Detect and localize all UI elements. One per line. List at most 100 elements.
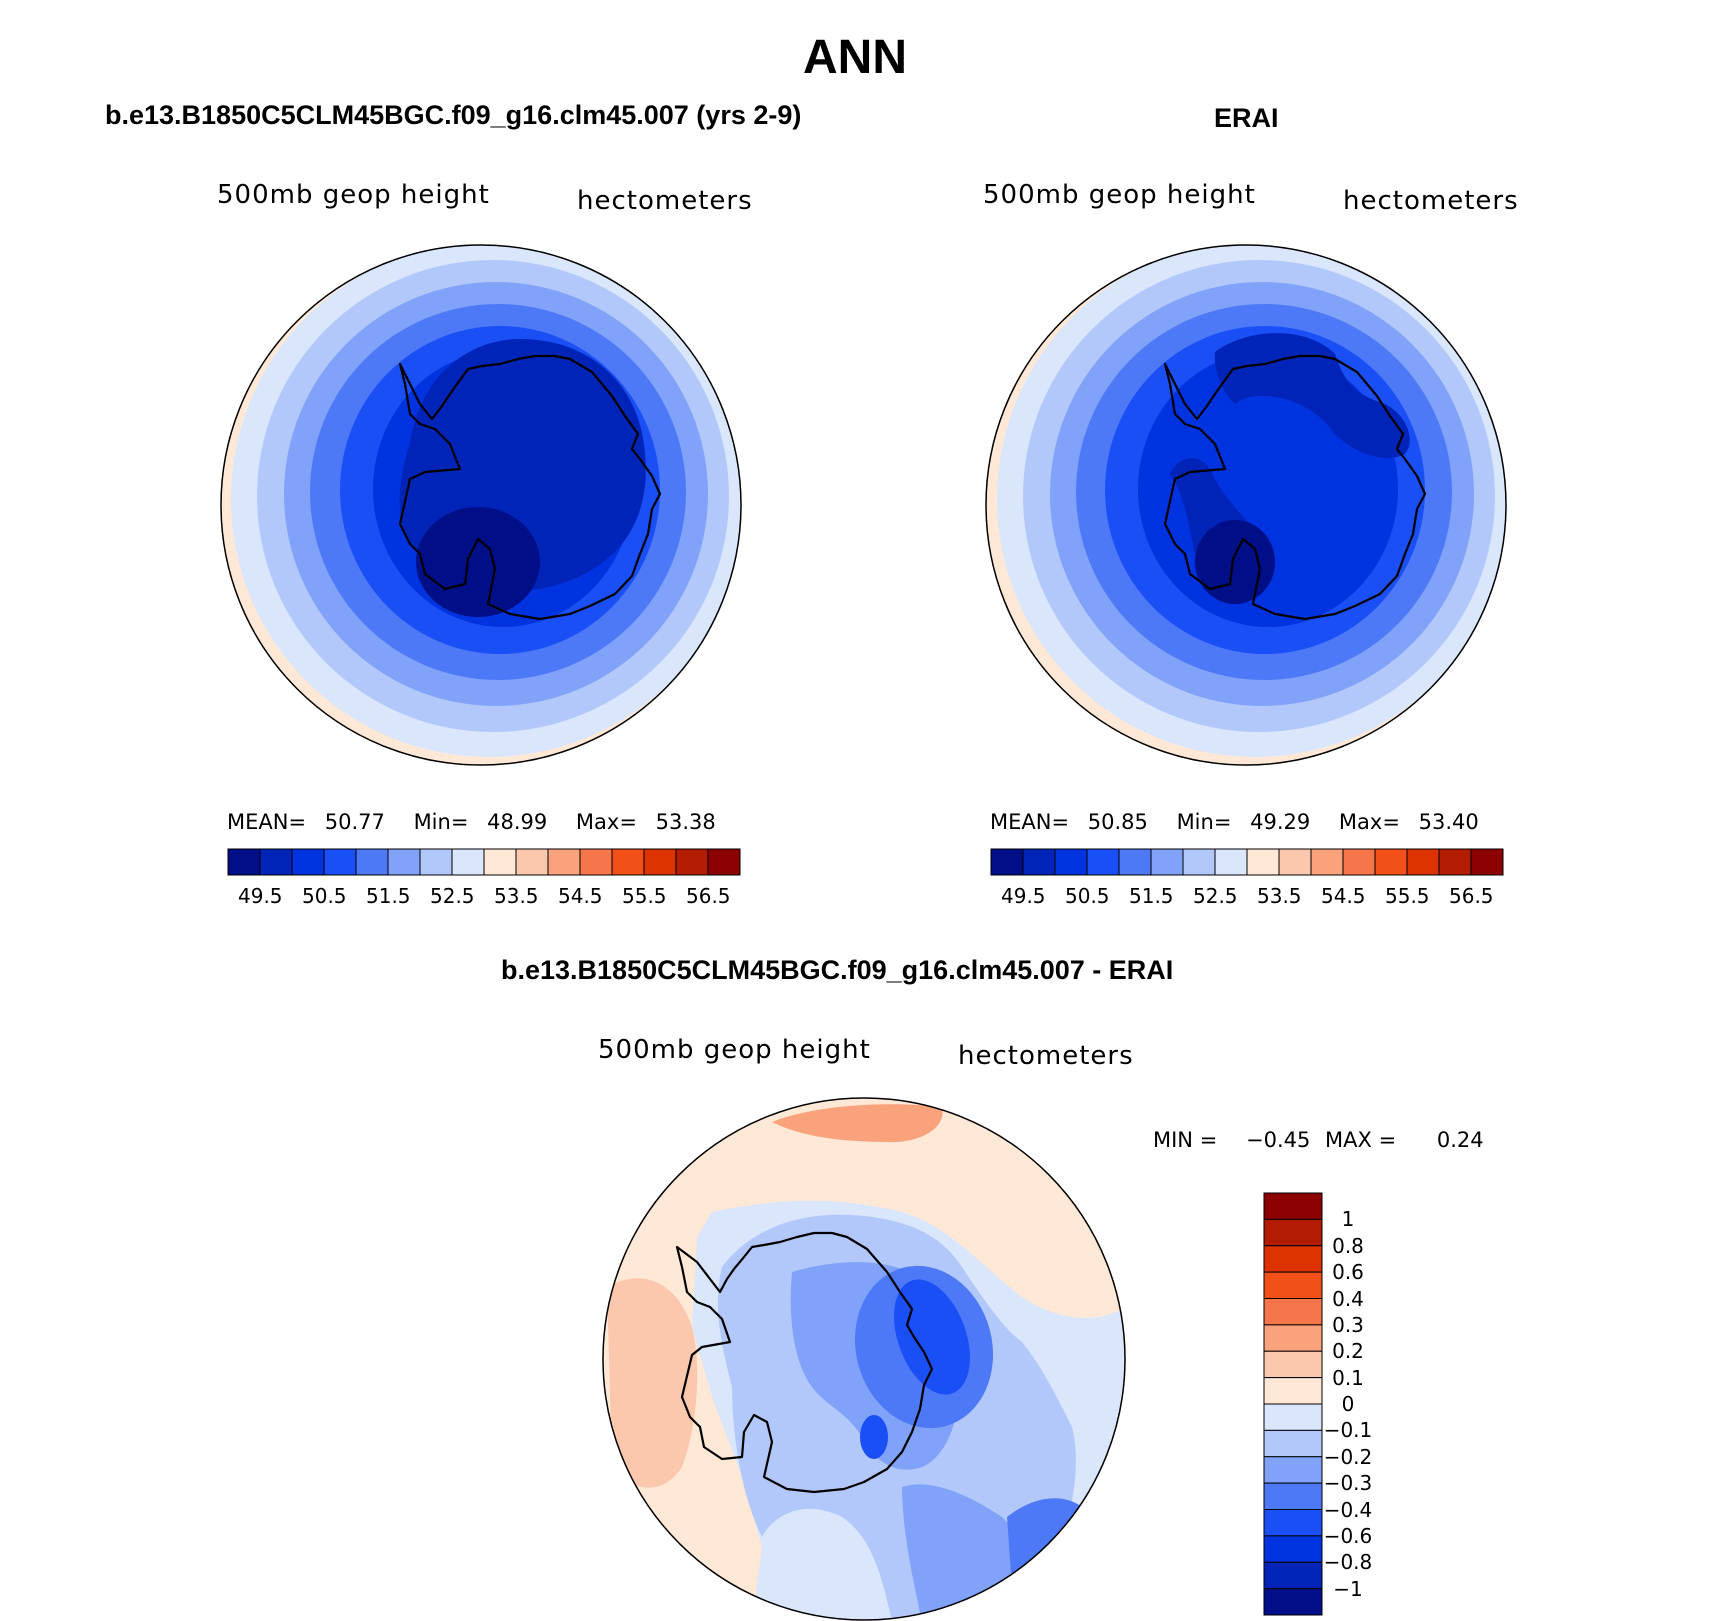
- colorbar-swatch: [1214, 848, 1248, 876]
- colorbar-tick-label: 55.5: [1385, 884, 1430, 908]
- diff-colorbar-swatch: [1263, 1509, 1323, 1537]
- antarctica-coastline-diff: [675, 1231, 934, 1494]
- diff-colorbar-tick-label: 0: [1341, 1392, 1355, 1416]
- colorbar-swatch: [1374, 848, 1408, 876]
- diff-colorbar-swatch: [1263, 1429, 1323, 1458]
- panel-1-max-label: Max=: [575, 810, 637, 834]
- diff-map: [602, 1097, 1126, 1621]
- panel-2-variable-label: 500mb geop height: [983, 180, 1256, 210]
- panel-2-colorbar-ticks: 49.5 50.5 51.5 52.5 53.5 54.5 55.5 56.5: [990, 884, 1504, 910]
- diff-colorbar: [1263, 1192, 1323, 1616]
- diff-colorbar-swatch: [1263, 1377, 1323, 1405]
- panel-2-min-value: 49.29: [1250, 810, 1311, 834]
- colorbar-tick-label: 56.5: [1449, 884, 1494, 908]
- colorbar-tick-label: 52.5: [430, 884, 475, 908]
- diff-min-label: MIN =: [1153, 1128, 1218, 1152]
- diff-colorbar-swatch: [1263, 1218, 1323, 1247]
- diff-colorbar-ticks: 1 0.8 0.6 0.4 0.3 0.2 0.1 0 −0.1 −0.2 −0.3 −0.4 −0.6…: [1318, 1192, 1398, 1616]
- colorbar-swatch: [1022, 848, 1056, 876]
- colorbar-swatch: [259, 848, 293, 876]
- colorbar-tick-label: 52.5: [1193, 884, 1238, 908]
- panel-1-min-value: 48.99: [487, 810, 548, 834]
- antarctica-coastline-1: [398, 354, 662, 621]
- diff-colorbar-tick-label: −0.2: [1323, 1444, 1373, 1469]
- diff-colorbar-tick-label: −0.6: [1323, 1523, 1373, 1548]
- colorbar-swatch: [323, 848, 357, 876]
- panel-2-min-label: Min=: [1176, 810, 1232, 834]
- diff-colorbar-tick-label: −0.1: [1323, 1418, 1373, 1443]
- diff-colorbar-swatch: [1263, 1324, 1323, 1352]
- panel-2-map: [985, 244, 1507, 766]
- colorbar-swatch: [291, 848, 325, 876]
- colorbar-tick-label: 53.5: [1257, 884, 1302, 908]
- diff-colorbar-swatch: [1263, 1535, 1323, 1563]
- colorbar-tick-label: 55.5: [622, 884, 667, 908]
- colorbar-swatch: [1182, 848, 1216, 876]
- diff-colorbar-swatch: [1263, 1482, 1323, 1510]
- panel-2-mean-value: 50.85: [1087, 810, 1148, 834]
- panel-1-units-label: hectometers: [577, 186, 753, 216]
- panel-1-stats: MEAN= 50.77 Min= 48.99 Max= 53.38: [227, 810, 716, 834]
- antarctica-coastline-2: [1163, 354, 1427, 621]
- colorbar-swatch: [990, 848, 1024, 876]
- diff-colorbar-swatch: [1263, 1271, 1323, 1299]
- diff-colorbar-tick-label: 0.3: [1332, 1312, 1364, 1337]
- colorbar-tick-label: 56.5: [686, 884, 731, 908]
- colorbar-swatch: [1150, 848, 1184, 876]
- diff-colorbar-tick-label: 0.4: [1332, 1286, 1364, 1311]
- colorbar-swatch: [1342, 848, 1376, 876]
- colorbar-tick-label: 54.5: [1321, 884, 1366, 908]
- diff-colorbar-swatch: [1263, 1192, 1323, 1220]
- colorbar-swatch: [1470, 848, 1504, 876]
- panel-2-title: ERAI: [1214, 103, 1279, 133]
- panel-1-min-label: Min=: [413, 810, 469, 834]
- colorbar-swatch: [483, 848, 517, 876]
- diff-units-label: hectometers: [958, 1041, 1134, 1071]
- colorbar-swatch: [1054, 848, 1088, 876]
- colorbar-swatch: [1246, 848, 1280, 876]
- panel-2-map-border: [985, 244, 1507, 766]
- colorbar-swatch: [547, 848, 581, 876]
- panel-1-variable-label: 500mb geop height: [217, 180, 490, 210]
- diff-colorbar-swatch: [1263, 1298, 1323, 1326]
- colorbar-swatch: [579, 848, 613, 876]
- panel-2-mean-label: MEAN=: [990, 810, 1070, 834]
- diff-colorbar-tick-label: 0.1: [1332, 1365, 1364, 1390]
- panel-2-units-label: hectometers: [1343, 186, 1519, 216]
- panel-1-max-value: 53.38: [655, 810, 716, 834]
- colorbar-tick-label: 49.5: [1001, 884, 1046, 908]
- diff-variable-label: 500mb geop height: [598, 1035, 871, 1065]
- colorbar-swatch: [707, 848, 741, 876]
- colorbar-swatch: [1310, 848, 1344, 876]
- diff-colorbar-swatch: [1263, 1561, 1323, 1590]
- colorbar-tick-label: 50.5: [1065, 884, 1110, 908]
- diff-colorbar-tick-label: −0.3: [1323, 1471, 1373, 1496]
- colorbar-swatch: [1086, 848, 1120, 876]
- colorbar-swatch: [355, 848, 389, 876]
- colorbar-tick-label: 50.5: [302, 884, 347, 908]
- colorbar-tick-label: 49.5: [238, 884, 283, 908]
- panel-2-max-value: 53.40: [1418, 810, 1479, 834]
- colorbar-tick-label: 51.5: [1129, 884, 1174, 908]
- colorbar-tick-label: 53.5: [494, 884, 539, 908]
- colorbar-swatch: [643, 848, 677, 876]
- diff-colorbar-tick-label: 0.2: [1332, 1339, 1364, 1364]
- panel-1-map-border: [220, 244, 742, 766]
- colorbar-swatch: [1406, 848, 1440, 876]
- colorbar-tick-label: 51.5: [366, 884, 411, 908]
- colorbar-swatch: [451, 848, 485, 876]
- diff-min-value: −0.45: [1245, 1128, 1311, 1152]
- panel-1-colorbar: [227, 848, 741, 876]
- panel-1-map: [220, 244, 742, 766]
- diff-colorbar-swatch: [1263, 1456, 1323, 1484]
- main-title: ANN: [803, 31, 907, 84]
- panel-1-mean-value: 50.77: [324, 810, 385, 834]
- panel-2-stats: MEAN= 50.85 Min= 49.29 Max= 53.40: [990, 810, 1479, 834]
- colorbar-swatch: [1278, 848, 1312, 876]
- diff-max-value: 0.24: [1436, 1128, 1484, 1152]
- diff-colorbar-tick-label: −1: [1333, 1576, 1363, 1601]
- diff-colorbar-tick-label: 0.6: [1332, 1260, 1364, 1285]
- colorbar-swatch: [387, 848, 421, 876]
- diff-colorbar-tick-label: 1: [1341, 1207, 1355, 1232]
- diff-minmax: MIN = −0.45 MAX = 0.24: [1153, 1128, 1484, 1152]
